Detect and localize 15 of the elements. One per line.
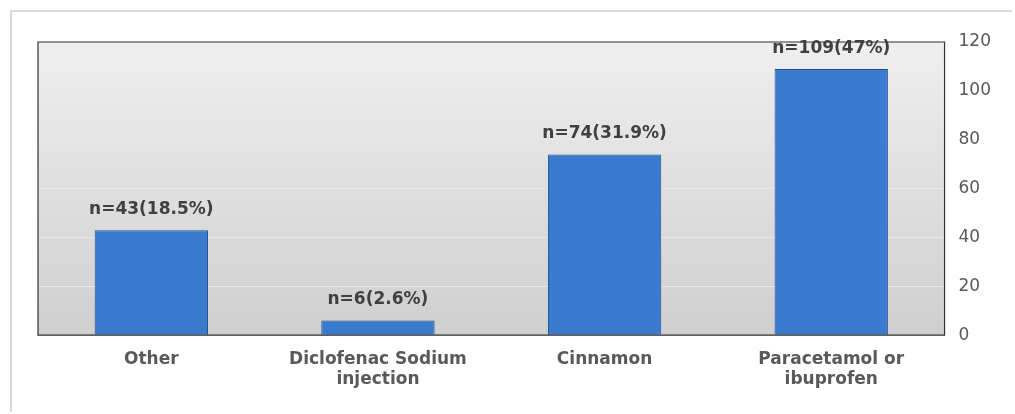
y-tick-label: 80 <box>958 128 981 149</box>
x-tick-label: Diclofenac Sodium injection <box>289 347 467 389</box>
data-label: n=43(18.5%) <box>89 198 214 219</box>
y-tick-label: 40 <box>958 225 981 246</box>
y-tick-label: 20 <box>958 274 981 295</box>
data-label: n=109(47%) <box>772 36 891 57</box>
y-tick-label: 60 <box>958 177 981 198</box>
y-tick-label: 120 <box>958 30 992 51</box>
x-tick-label: Cinnamon <box>556 347 653 368</box>
x-tick-label: Other <box>124 347 180 368</box>
data-label: n=6(2.6%) <box>327 288 429 309</box>
data-label: n=74(31.9%) <box>542 122 667 143</box>
x-tick-label: Paracetamol or ibuprofen <box>758 347 905 389</box>
y-tick-label: 0 <box>958 323 970 344</box>
y-tick-label: 100 <box>958 79 992 100</box>
